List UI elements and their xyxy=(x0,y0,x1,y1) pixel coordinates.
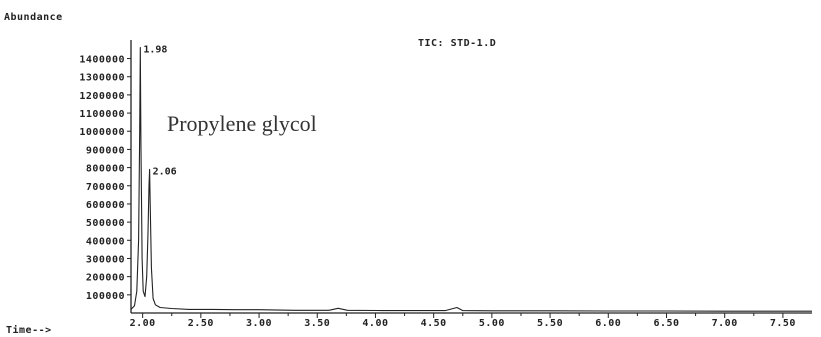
peak-label: 2.06 xyxy=(153,166,177,177)
y-tick-label: 400000 xyxy=(86,236,125,247)
axes xyxy=(130,40,812,314)
x-tick-label: 4.50 xyxy=(421,318,447,329)
trace-group xyxy=(130,47,812,312)
y-tick-label: 900000 xyxy=(86,145,125,156)
x-tick-label: 7.00 xyxy=(712,318,738,329)
y-tick-label: 1100000 xyxy=(79,109,125,120)
y-tick-label: 100000 xyxy=(86,291,125,302)
y-tick-label: 1400000 xyxy=(79,55,125,66)
x-tick-label: 2.00 xyxy=(130,318,156,329)
x-tick-label: 3.50 xyxy=(304,318,330,329)
y-tick-label: 800000 xyxy=(86,164,125,175)
x-tick-label: 2.50 xyxy=(188,318,214,329)
y-tick-label: 700000 xyxy=(86,182,125,193)
compound-annotation: Propylene glycol xyxy=(167,111,317,136)
x-axis-title: Time--> xyxy=(6,324,52,336)
y-tick-label: 1200000 xyxy=(79,91,125,102)
y-tick-label: 200000 xyxy=(86,273,125,284)
y-axis-title: Abundance xyxy=(4,12,63,23)
x-tick-label: 3.00 xyxy=(246,318,272,329)
y-ticks: 100000 200000 300000 400000 500000 600000 7000… xyxy=(79,55,131,302)
peak-labels: 1.98 2.06 xyxy=(143,45,176,178)
trace-label: TIC: STD-1.D xyxy=(418,38,496,49)
x-tick-label: 4.00 xyxy=(362,318,388,329)
y-tick-label: 600000 xyxy=(86,200,125,211)
x-tick-label: 5.50 xyxy=(537,318,563,329)
y-tick-label: 1000000 xyxy=(79,127,125,138)
peak-label: 1.98 xyxy=(143,45,167,56)
x-tick-label: 6.00 xyxy=(595,318,621,329)
y-tick-label: 1300000 xyxy=(79,73,125,84)
x-tick-label: 7.50 xyxy=(770,318,796,329)
x-tick-label: 5.00 xyxy=(479,318,505,329)
y-tick-label: 500000 xyxy=(86,218,125,229)
x-tick-label: 6.50 xyxy=(653,318,679,329)
x-ticks: 2.00 2.50 3.00 3.50 4.00 4.50 5.00 5.50 6.00 6.50… xyxy=(130,313,796,329)
y-tick-label: 300000 xyxy=(86,254,125,265)
tic-trace-line xyxy=(130,47,812,312)
